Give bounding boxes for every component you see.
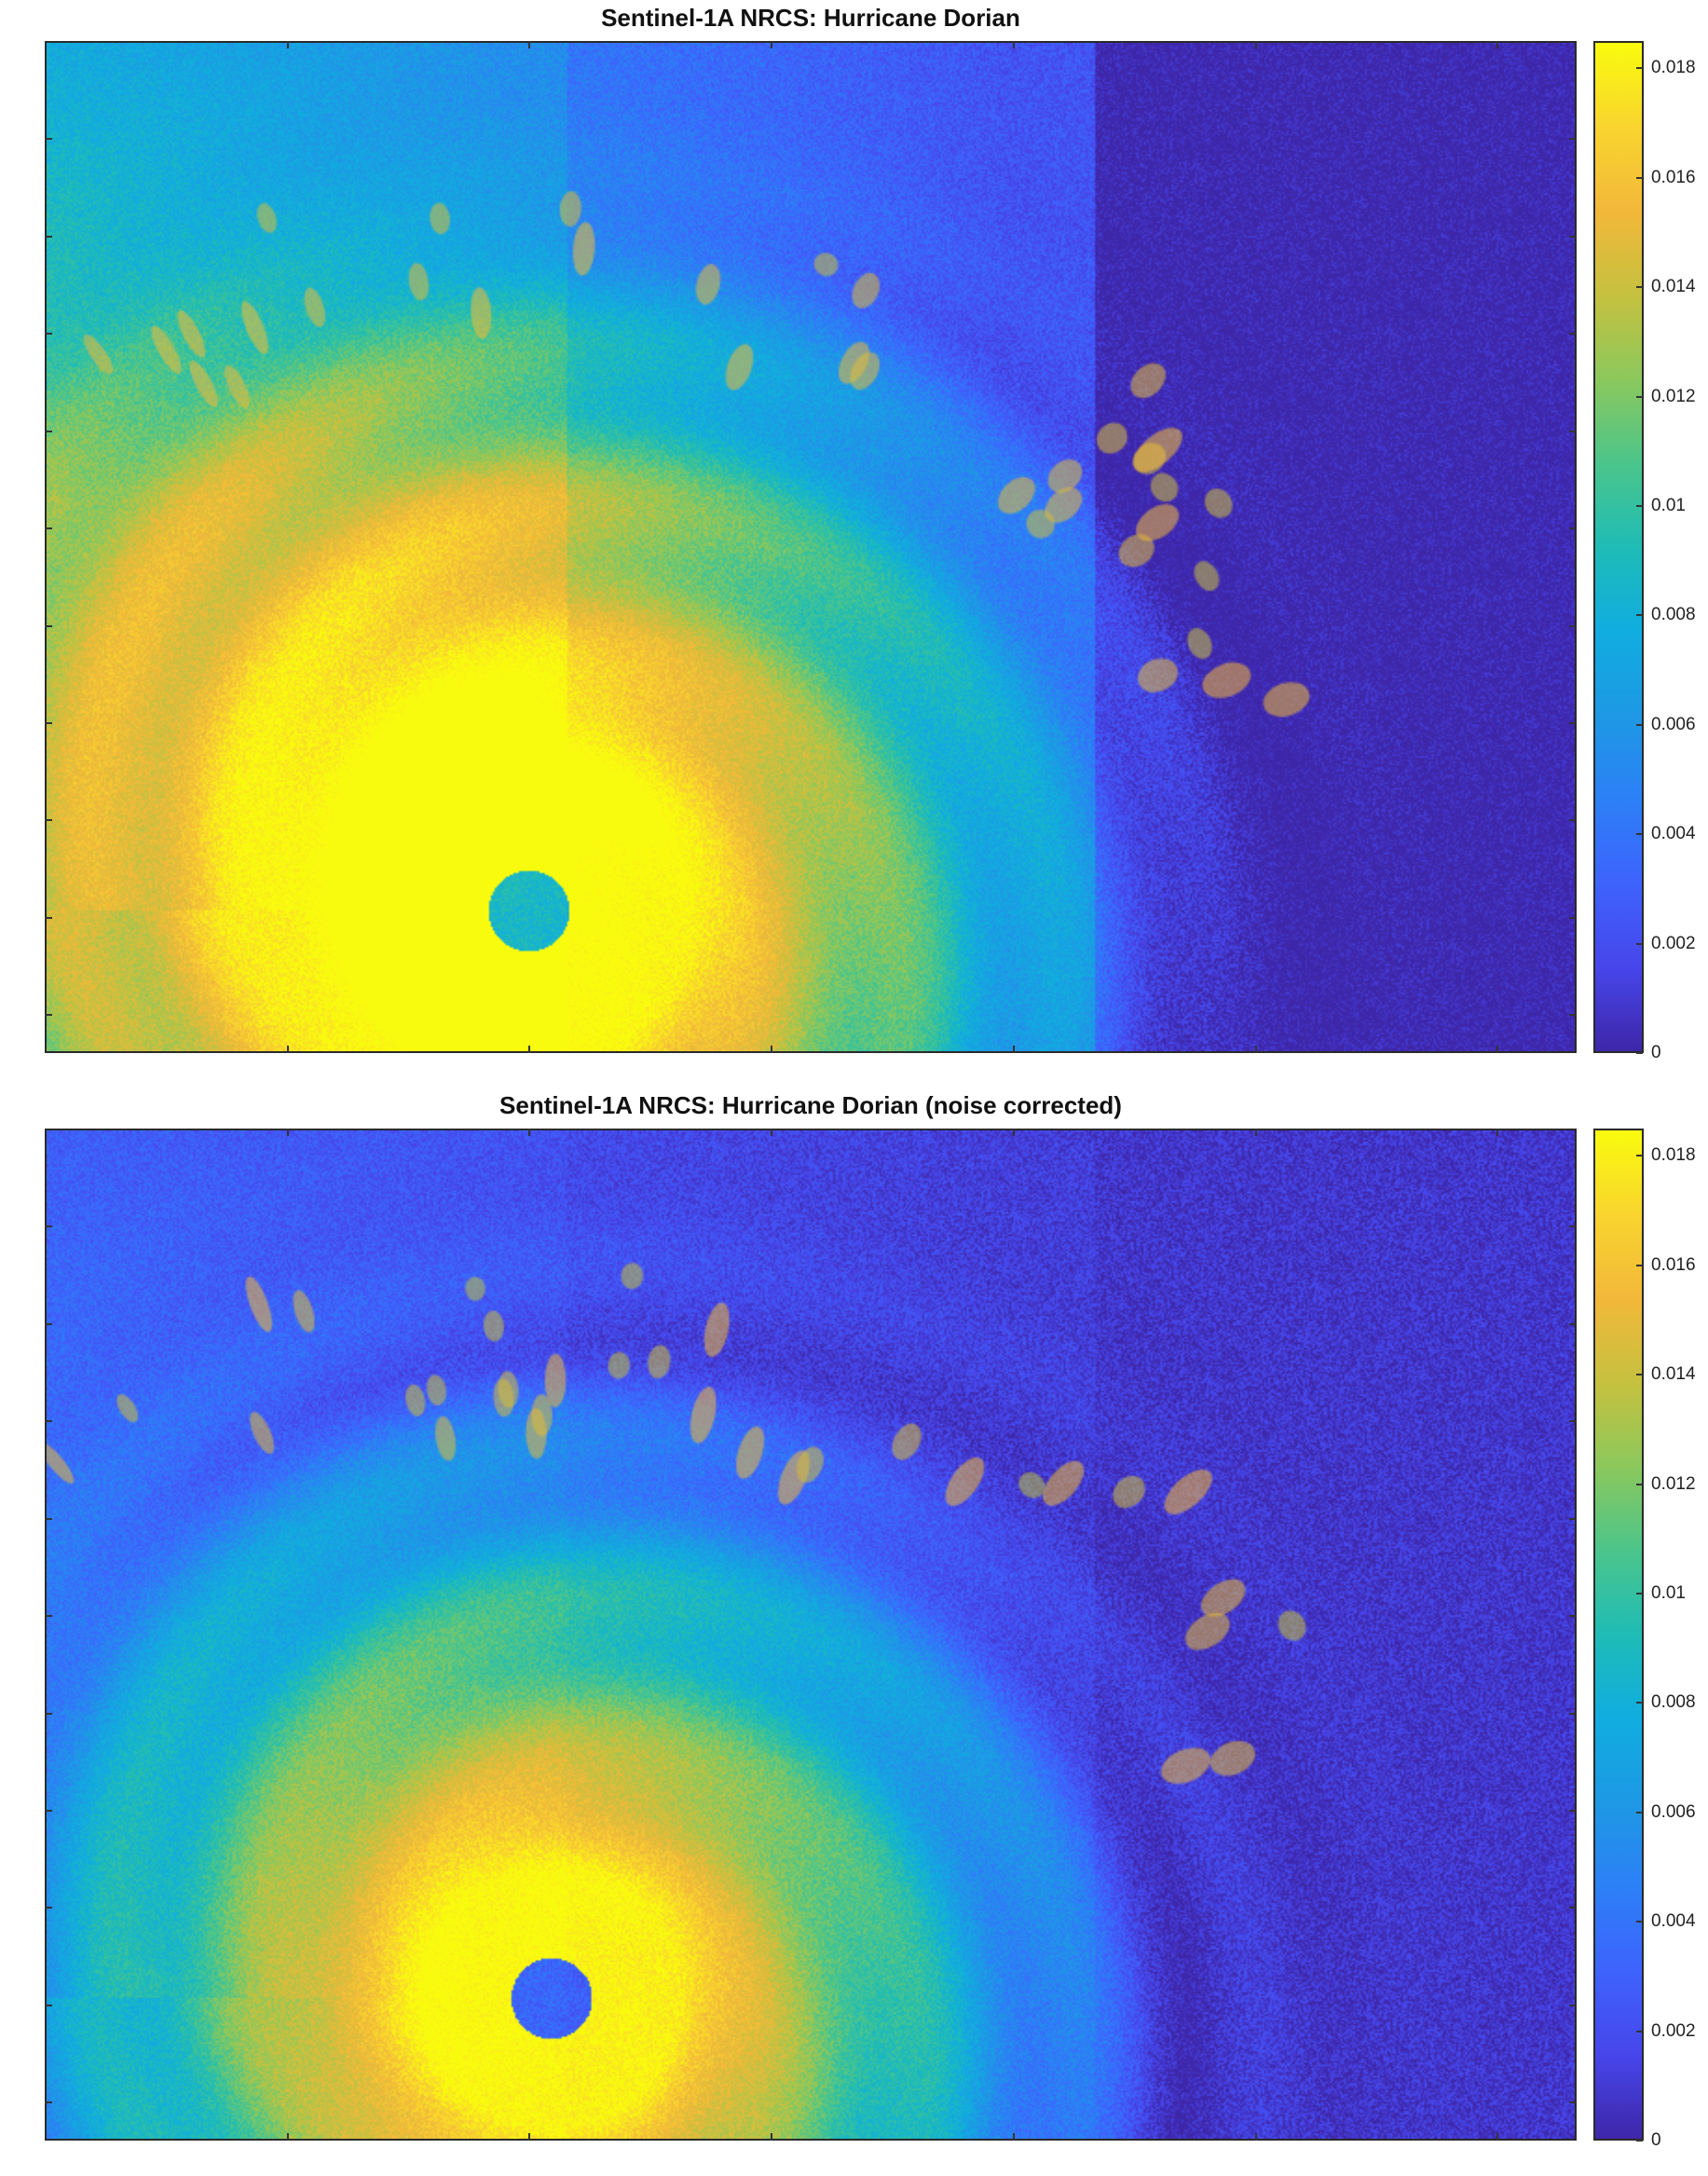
colorbar-tick-label: 0.012: [1651, 386, 1696, 406]
colorbar-tick-label: 0.012: [1651, 1473, 1696, 1494]
colorbar-tick-mark: [1636, 286, 1643, 289]
colorbar-tick-mark: [1636, 1155, 1643, 1157]
colorbar-tick-mark: [1636, 395, 1643, 398]
colorbar-tick-label: 0.014: [1651, 1364, 1696, 1385]
colorbar-tick-label: 0.006: [1651, 1801, 1696, 1822]
chart-title: Sentinel-1A NRCS: Hurricane Dorian: [601, 4, 1020, 32]
colorbar-tick-label: 0.008: [1651, 605, 1696, 625]
colorbar-tick-label: 0.014: [1651, 277, 1696, 297]
colorbar-tick-mark: [1636, 2140, 1643, 2142]
colorbar-tick-label: 0.016: [1651, 1254, 1696, 1275]
chart-panel-2: Sentinel-1A NRCS: Hurricane Dorian (nois…: [0, 1088, 1708, 2175]
colorbar-tick-label: 0.016: [1651, 167, 1696, 187]
colorbar-tick-label: 0.002: [1651, 2020, 1696, 2041]
heatmap-image: [47, 1130, 1575, 2139]
heatmap-plot-area: [45, 1129, 1577, 2141]
colorbar-tick-mark: [1636, 1264, 1643, 1266]
colorbar-tick-mark: [1636, 1921, 1643, 1923]
colorbar-tick-label: 0.002: [1651, 933, 1696, 953]
colorbar-tick-label: 0: [1651, 1043, 1661, 1062]
chart-title: Sentinel-1A NRCS: Hurricane Dorian (nois…: [499, 1091, 1122, 1119]
colorbar-tick-mark: [1636, 1811, 1643, 1813]
colorbar-tick-labels: 0 0.002 0.004 0.006 0.008 0.01 0.012 0.014 0.016…: [1636, 41, 1708, 1062]
colorbar-tick-mark: [1636, 176, 1643, 179]
heatmap-image: [47, 43, 1575, 1051]
colorbar-tick-mark: [1636, 504, 1643, 507]
colorbar-tick-labels: 0 0.002 0.004 0.006 0.008 0.01 0.012 0.014 0.016…: [1636, 1129, 1708, 2150]
colorbar-tick-label: 0: [1651, 2130, 1661, 2150]
colorbar-tick-mark: [1636, 1052, 1643, 1054]
colorbar-tick-mark: [1636, 1592, 1643, 1594]
colorbar-tick-label: 0.006: [1651, 714, 1696, 734]
colorbar-tick-label: 0.018: [1651, 1145, 1696, 1166]
colorbar-tick-label: 0.008: [1651, 1692, 1696, 1713]
colorbar-tick-label: 0.004: [1651, 1911, 1696, 1932]
colorbar-tick-label: 0.004: [1651, 824, 1696, 844]
chart-panel-1: Sentinel-1A NRCS: Hurricane Dorian 0 0.00…: [45, 4, 1708, 1062]
colorbar-tick-mark: [1636, 1702, 1643, 1704]
colorbar-tick-mark: [1636, 1483, 1643, 1485]
colorbar: [1593, 1129, 1644, 2141]
colorbar-tick-mark: [1636, 942, 1643, 945]
colorbar-tick-mark: [1636, 2030, 1643, 2032]
colorbar-tick-mark: [1636, 723, 1643, 726]
colorbar-tick-mark: [1636, 67, 1643, 70]
colorbar-tick-label: 0.018: [1651, 58, 1696, 78]
colorbar: [1593, 41, 1644, 1053]
colorbar-tick-label: 0.01: [1651, 1582, 1686, 1603]
colorbar-tick-mark: [1636, 1374, 1643, 1376]
colorbar-tick-mark: [1636, 614, 1643, 617]
heatmap-plot-area: [45, 41, 1577, 1053]
colorbar-tick-label: 0.01: [1651, 495, 1686, 515]
colorbar-tick-mark: [1636, 833, 1643, 836]
